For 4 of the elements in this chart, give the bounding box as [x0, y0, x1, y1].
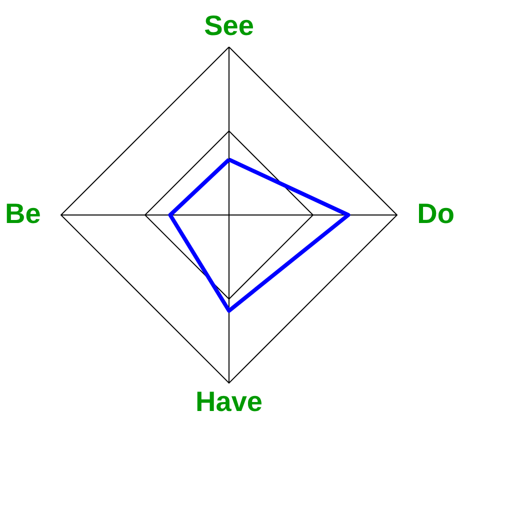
spoke-label: See [204, 10, 254, 41]
spoke-label: Have [196, 386, 262, 418]
spoke-label: Do [417, 198, 454, 229]
spoke-label: Be [5, 198, 41, 229]
